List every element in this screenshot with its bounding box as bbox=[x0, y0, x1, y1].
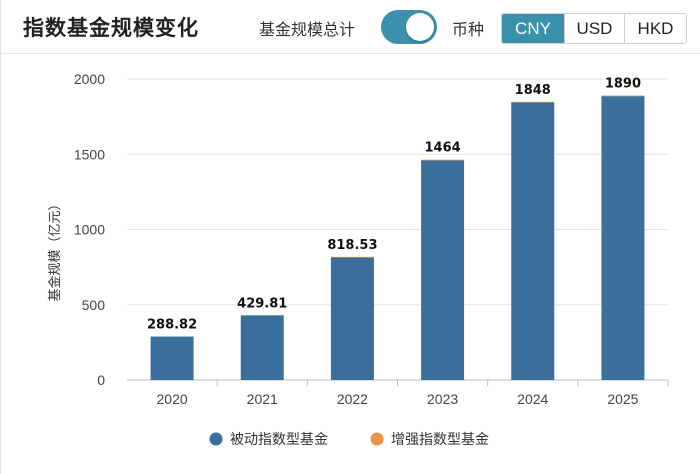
legend-label-enhanced: 增强指数型基金 bbox=[391, 431, 489, 448]
x-tick-label: 2024 bbox=[517, 391, 548, 407]
x-tick-label: 2023 bbox=[427, 391, 458, 407]
y-tick-label: 0 bbox=[97, 372, 105, 388]
chart-header: 指数基金规模变化 基金规模总计 币种 CNY USD HKD bbox=[1, 0, 700, 54]
currency-option-usd[interactable]: USD bbox=[564, 14, 624, 43]
legend-marker-passive bbox=[209, 432, 223, 446]
x-tick-label: 2022 bbox=[337, 391, 368, 407]
data-label: 818.53 bbox=[327, 238, 377, 253]
y-tick-label: 500 bbox=[82, 297, 106, 313]
y-tick-label: 1500 bbox=[74, 146, 105, 162]
currency-option-hkd[interactable]: HKD bbox=[624, 14, 686, 43]
y-axis-label: 基金规模（亿元） bbox=[47, 197, 63, 301]
data-label: 429.81 bbox=[237, 296, 287, 311]
bar-passive-2022 bbox=[330, 257, 374, 380]
bar-chart: 0 500 1000 1500 2000 基金规模（亿元） 288.82 2020 429.81… bbox=[47, 71, 669, 448]
bar-passive-2021 bbox=[240, 315, 284, 380]
x-tick-label: 2021 bbox=[247, 391, 278, 407]
legend-label-passive: 被动指数型基金 bbox=[230, 431, 328, 448]
x-tick-label: 2025 bbox=[607, 391, 638, 407]
bar-passive-2020 bbox=[150, 336, 194, 380]
data-label: 288.82 bbox=[147, 318, 197, 333]
currency-label: 币种 bbox=[452, 20, 485, 39]
bar-enhanced-2022 bbox=[330, 256, 374, 258]
toggle-knob bbox=[406, 13, 434, 41]
currency-option-cny[interactable]: CNY bbox=[502, 14, 564, 43]
total-toggle-switch[interactable] bbox=[381, 10, 437, 44]
y-tick-label: 2000 bbox=[74, 71, 105, 87]
data-label: 1848 bbox=[515, 83, 551, 98]
bar-enhanced-2024 bbox=[511, 101, 555, 103]
bar-enhanced-2023 bbox=[421, 159, 465, 161]
total-toggle-label: 基金规模总计 bbox=[259, 20, 356, 39]
bar-passive-2024 bbox=[511, 102, 555, 380]
bar-passive-2023 bbox=[421, 160, 465, 380]
x-tick-label: 2020 bbox=[157, 391, 188, 407]
data-label: 1464 bbox=[424, 141, 460, 156]
currency-selector: CNY USD HKD bbox=[501, 13, 687, 44]
data-label: 1890 bbox=[605, 77, 641, 92]
legend-marker-enhanced bbox=[370, 432, 384, 446]
y-tick-label: 1000 bbox=[74, 222, 105, 238]
bar-enhanced-2025 bbox=[601, 95, 645, 97]
page-title: 指数基金规模变化 bbox=[23, 16, 199, 40]
bar-passive-2025 bbox=[601, 96, 645, 381]
